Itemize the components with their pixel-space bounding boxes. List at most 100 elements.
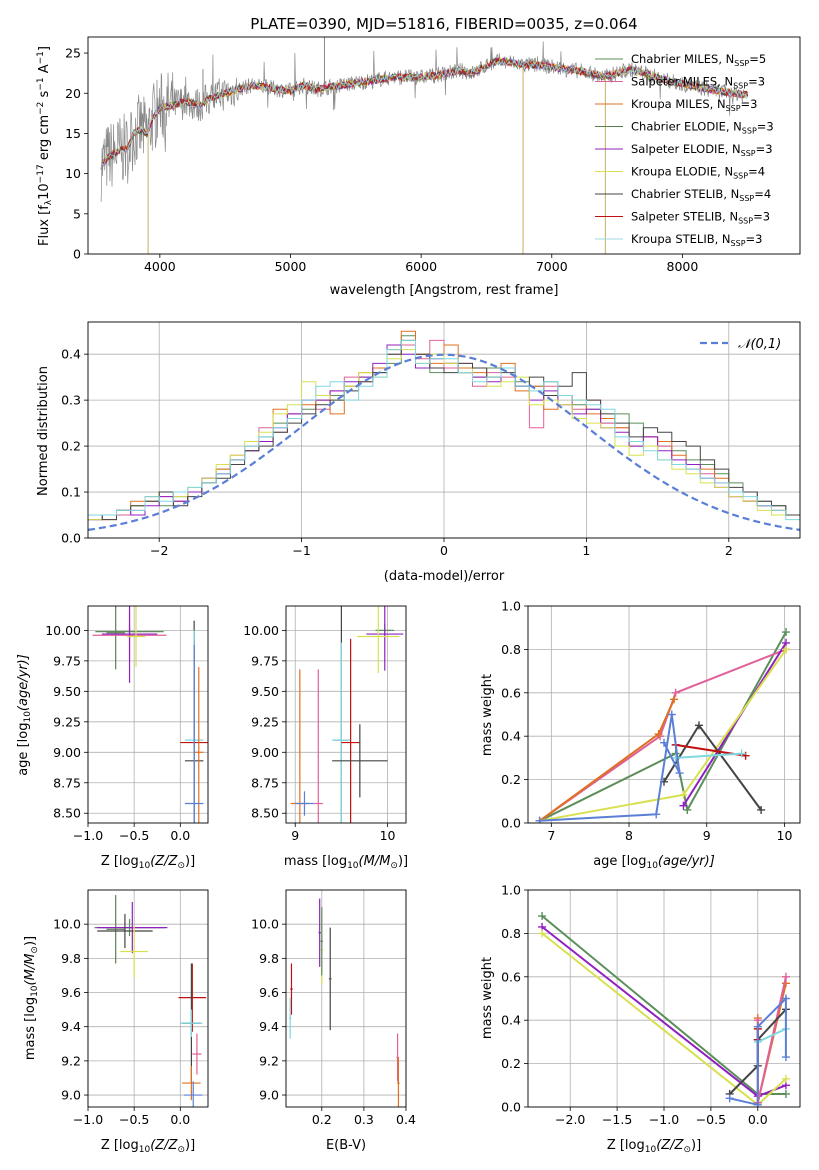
y-tick-label: 9.2 [259, 1053, 279, 1068]
y-tick-label: 9.75 [251, 653, 279, 668]
wZ-xlabel: Z [log10(Z/Z⊙)] [607, 1138, 701, 1155]
x-tick-label: 0.4 [396, 1112, 416, 1127]
series-marker [683, 805, 692, 814]
y-tick-label: 0.4 [61, 347, 81, 362]
series-marker [781, 1074, 790, 1083]
x-tick-label: 0 [440, 543, 448, 558]
x-tick-label: 5000 [275, 259, 307, 274]
hist-series-6 [88, 339, 800, 521]
series-marker [781, 972, 790, 981]
axes-frame [285, 605, 407, 824]
legend-label: Kroupa MILES, NSSP=3 [631, 97, 757, 113]
y-tick-label: 0.2 [501, 772, 521, 787]
y-tick-label: 0.0 [501, 816, 521, 831]
x-tick-label: 0.2 [312, 1112, 332, 1127]
plot-marks [88, 330, 800, 531]
age-vs-mass-panel: 9 10 8.50 8.75 9.00 9.25 9.50 9.75 10.00 mass [l… [243, 605, 408, 871]
x-tick-label: −1.0 [649, 1112, 679, 1127]
y-tick-label: 10.0 [53, 917, 81, 932]
legend-label: Salpeter MILES, NSSP=3 [631, 75, 765, 91]
y-tick-label: 0.8 [501, 642, 521, 657]
series-marker [781, 994, 790, 1003]
series-marker [538, 912, 547, 921]
y-tick-label: 0.0 [61, 531, 81, 546]
axes-frame [527, 605, 801, 824]
x-tick-label: 4000 [144, 259, 176, 274]
x-tick-label: 9 [703, 828, 711, 843]
weight-vs-age-panel: 7 8 9 10 0.0 0.2 0.4 0.6 0.8 1.0 age [log10(age/y… [480, 599, 801, 871]
y-tick-label: 9.25 [53, 714, 81, 729]
series-line-7 [757, 1027, 787, 1043]
series-marker [753, 1022, 762, 1031]
legend-label: Salpeter ELODIE, NSSP=3 [631, 142, 773, 158]
y-tick-label: 20 [65, 86, 81, 101]
series-marker [782, 645, 791, 654]
x-tick-label: −1.5 [602, 1112, 632, 1127]
x-tick-label: −0.5 [119, 828, 149, 843]
hist-series-5 [88, 339, 800, 521]
y-tick-label: 10.0 [251, 917, 279, 932]
x-tick-label: −1.0 [73, 1112, 103, 1127]
y-tick-label: 0.4 [501, 729, 521, 744]
y-tick-label: 8.50 [53, 806, 81, 821]
massZ-xlabel: Z [log10(Z/Z⊙)] [101, 1138, 195, 1155]
series-marker [737, 749, 746, 758]
series-marker [781, 1053, 790, 1062]
series-marker [725, 1094, 734, 1103]
series-marker [538, 929, 547, 938]
y-tick-label: 9.6 [61, 985, 81, 1000]
y-tick-label: 9.4 [61, 1019, 81, 1034]
y-tick-label: 9.0 [259, 1088, 279, 1103]
residuals-ylabel: Normed distribution [36, 366, 51, 496]
plot-marks [538, 912, 790, 1107]
x-tick-label: 8000 [667, 259, 699, 274]
x-tick-label: 0.0 [170, 828, 190, 843]
residuals-panel: −2 −1 0 1 2 0.0 0.1 0.2 0.3 0.4 𝒩(0,1) (data-model… [36, 321, 801, 584]
x-tick-label: −2.0 [555, 1112, 585, 1127]
y-tick-label: 0.6 [501, 969, 521, 984]
spectrum-xlabel: wavelength [Angstrom, rest frame] [330, 283, 559, 298]
x-tick-label: 10 [777, 828, 793, 843]
y-tick-label: 0.2 [501, 1056, 521, 1071]
spectrum-ylabel: Flux [fλ10−17 erg cm−2 s−1 A−1] [36, 46, 54, 246]
series-marker [782, 628, 791, 637]
x-tick-label: 10 [380, 828, 396, 843]
y-tick-label: 0.4 [501, 1013, 521, 1028]
y-tick-label: 9.25 [251, 714, 279, 729]
series-marker [535, 816, 544, 823]
series-marker [694, 721, 703, 730]
y-tick-label: 8.75 [251, 775, 279, 790]
plot-marks [100, 37, 749, 254]
series-line-3 [682, 642, 787, 807]
axes-frame [285, 889, 407, 1108]
axes-frame [527, 889, 801, 1108]
x-tick-label: −1 [292, 543, 310, 558]
y-tick-label: 9.00 [251, 745, 279, 760]
legend-label: Kroupa ELODIE, NSSP=4 [631, 165, 765, 181]
x-tick-label: −0.5 [696, 1112, 726, 1127]
y-tick-label: 8.75 [53, 775, 81, 790]
series-marker [654, 730, 663, 739]
x-tick-label: −0.5 [119, 1112, 149, 1127]
plot-marks [288, 898, 400, 1107]
spectrum-title: PLATE=0390, MJD=51816, FIBERID=0035, z=0… [250, 15, 637, 33]
axes-frame [87, 36, 801, 255]
y-tick-label: 1.0 [501, 599, 521, 614]
gaussian-curve [88, 353, 800, 531]
x-tick-label: 0.3 [354, 1112, 374, 1127]
x-tick-label: 6000 [405, 259, 437, 274]
axes-frame [87, 321, 801, 539]
massEbv-xlabel: E(B-V) [326, 1138, 366, 1153]
legend-label: Chabrier STELIB, NSSP=4 [631, 187, 771, 203]
x-tick-label: 7000 [536, 259, 568, 274]
series-marker [652, 810, 661, 819]
legend-label: Salpeter STELIB, NSSP=3 [631, 210, 770, 226]
residuals-xlabel: (data-model)/error [384, 569, 505, 584]
series-marker [671, 688, 680, 697]
y-tick-label: 0.2 [61, 439, 81, 454]
series-marker [675, 769, 684, 778]
y-tick-label: 9.0 [61, 1088, 81, 1103]
wAge-xlabel: age [log10(age/yr)] [593, 854, 715, 871]
y-tick-label: 0.1 [61, 485, 81, 500]
